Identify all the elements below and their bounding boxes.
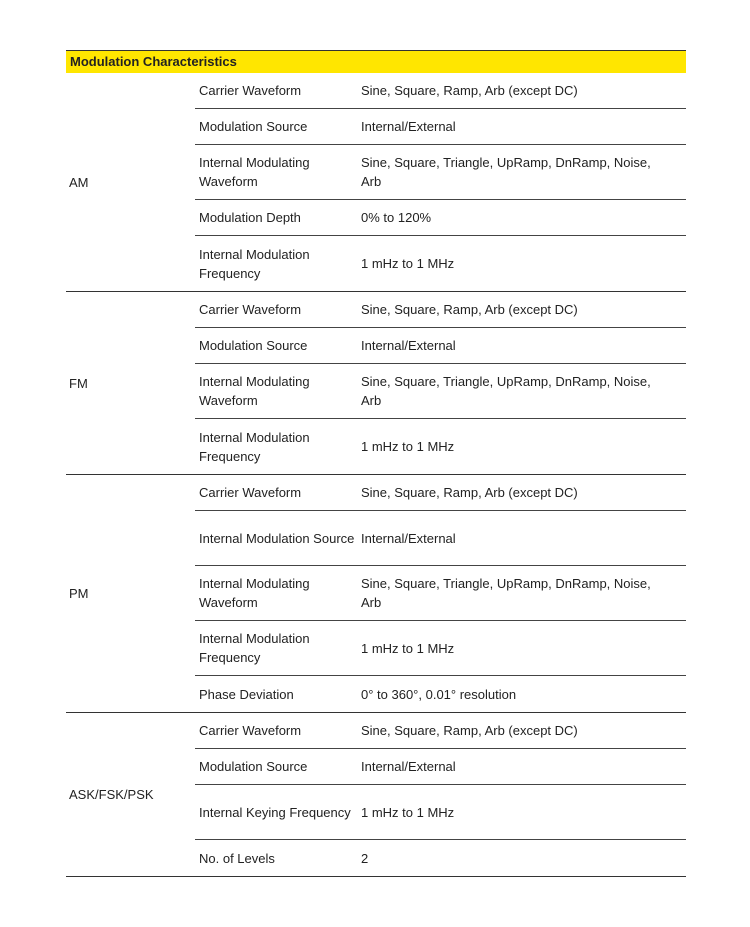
- group-name: PM: [69, 586, 89, 601]
- value-cell: 1 mHz to 1 MHz: [361, 256, 455, 271]
- group-name: AM: [69, 174, 89, 190]
- parameter-cell: Internal Modulating Waveform: [199, 374, 310, 408]
- value-cell: 1 mHz to 1 MHz: [361, 439, 455, 454]
- parameter-cell: Carrier Waveform: [199, 723, 302, 738]
- table-header: Modulation Characteristics: [66, 50, 686, 73]
- parameter-cell: Carrier Waveform: [199, 485, 302, 500]
- parameter-cell: Carrier Waveform: [199, 83, 302, 98]
- table-row: Internal Modulation Frequency 1 mHz to 1 …: [195, 621, 686, 676]
- table-row: Carrier Waveform Sine, Square, Ramp, Arb …: [195, 73, 686, 109]
- table-row: Internal Modulation Source Internal/Exter…: [195, 511, 686, 566]
- parameter-cell: Modulation Source: [199, 759, 308, 774]
- value-cell: Internal/External: [361, 759, 456, 774]
- value-cell: Sine, Square, Ramp, Arb (except DC): [361, 485, 578, 500]
- value-cell: 0% to 120%: [361, 210, 432, 225]
- value-cell: 1 mHz to 1 MHz: [361, 640, 455, 656]
- modulation-table: Modulation Characteristics AM Carrier Wav…: [66, 50, 686, 877]
- value-cell: Sine, Square, Triangle, UpRamp, DnRamp, …: [361, 576, 651, 610]
- parameter-cell: Internal Modulation Source: [199, 530, 355, 546]
- group-fm: FM Carrier Waveform Sine, Square, Ramp, Ar…: [66, 292, 686, 475]
- value-cell: Sine, Square, Ramp, Arb (except DC): [361, 723, 578, 738]
- table-row: Internal Modulation Frequency 1 mHz to 1 …: [195, 236, 686, 291]
- table-row: Internal Modulation Frequency 1 mHz to 1 …: [195, 419, 686, 474]
- parameter-cell: Internal Modulation Frequency: [199, 246, 310, 281]
- table-row: Phase Deviation 0° to 360°, 0.01° resolut…: [195, 676, 686, 712]
- table-row: Internal Keying Frequency 1 mHz to 1 MHz: [195, 785, 686, 840]
- table-row: Carrier Waveform Sine, Square, Ramp, Arb …: [195, 475, 686, 511]
- value-cell: Sine, Square, Triangle, UpRamp, DnRamp, …: [361, 374, 651, 408]
- value-cell: Sine, Square, Ramp, Arb (except DC): [361, 302, 578, 317]
- parameter-cell: No. of Levels: [199, 850, 275, 866]
- value-cell: Sine, Square, Triangle, UpRamp, DnRamp, …: [361, 155, 651, 189]
- table-row: Internal Modulating Waveform Sine, Square…: [195, 145, 686, 200]
- value-cell: 0° to 360°, 0.01° resolution: [361, 686, 517, 702]
- parameter-cell: Internal Modulating Waveform: [199, 576, 310, 610]
- value-cell: 1 mHz to 1 MHz: [361, 804, 455, 820]
- table-row: Internal Modulating Waveform Sine, Square…: [195, 364, 686, 419]
- parameter-cell: Carrier Waveform: [199, 302, 302, 317]
- parameter-cell: Internal Keying Frequency: [199, 804, 351, 820]
- table-row: Modulation Source Internal/External: [195, 109, 686, 145]
- group-name: FM: [69, 375, 88, 391]
- table-row: Internal Modulating Waveform Sine, Square…: [195, 566, 686, 621]
- table-row: No. of Levels 2: [195, 840, 686, 876]
- value-cell: Internal/External: [361, 530, 456, 546]
- value-cell: Internal/External: [361, 119, 456, 134]
- parameter-cell: Modulation Source: [199, 119, 308, 134]
- parameter-cell: Internal Modulating Waveform: [199, 155, 310, 189]
- parameter-cell: Internal Modulation Frequency: [199, 631, 310, 665]
- parameter-cell: Modulation Source: [199, 338, 308, 353]
- table-row: Carrier Waveform Sine, Square, Ramp, Arb …: [195, 292, 686, 328]
- parameter-cell: Phase Deviation: [199, 686, 294, 702]
- group-name: ASK/FSK/PSK: [69, 787, 154, 802]
- parameter-cell: Modulation Depth: [199, 210, 301, 225]
- group-ask-fsk-psk: ASK/FSK/PSK Carrier Waveform Sine, Square,…: [66, 713, 686, 877]
- parameter-cell: Internal Modulation Frequency: [199, 429, 310, 464]
- group-am: AM Carrier Waveform Sine, Square, Ramp, Ar…: [66, 73, 686, 292]
- table-row: Carrier Waveform Sine, Square, Ramp, Arb …: [195, 713, 686, 749]
- table-row: Modulation Source Internal/External: [195, 328, 686, 364]
- table-row: Modulation Depth 0% to 120%: [195, 200, 686, 236]
- table-row: Modulation Source Internal/External: [195, 749, 686, 785]
- value-cell: Internal/External: [361, 338, 456, 353]
- value-cell: 2: [361, 850, 369, 866]
- group-pm: PM Carrier Waveform Sine, Square, Ramp, Ar…: [66, 475, 686, 713]
- value-cell: Sine, Square, Ramp, Arb (except DC): [361, 83, 578, 98]
